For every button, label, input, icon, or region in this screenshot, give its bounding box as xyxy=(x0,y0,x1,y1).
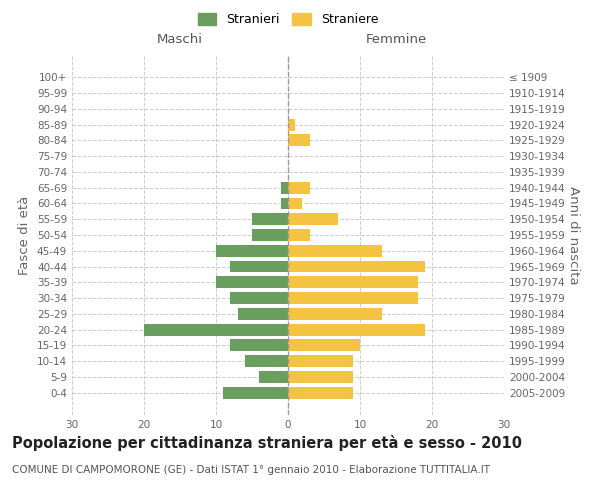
Bar xyxy=(288,214,338,225)
Bar xyxy=(230,340,288,351)
Bar xyxy=(288,245,382,256)
Bar xyxy=(230,260,288,272)
Bar xyxy=(252,214,288,225)
Bar xyxy=(288,324,425,336)
Bar xyxy=(288,198,302,209)
Bar xyxy=(288,182,310,194)
Text: COMUNE DI CAMPOMORONE (GE) - Dati ISTAT 1° gennaio 2010 - Elaborazione TUTTITALI: COMUNE DI CAMPOMORONE (GE) - Dati ISTAT … xyxy=(12,465,490,475)
Bar xyxy=(238,308,288,320)
Bar xyxy=(288,134,310,146)
Bar xyxy=(245,356,288,367)
Bar xyxy=(288,356,353,367)
Bar xyxy=(288,118,295,130)
Bar xyxy=(216,276,288,288)
Y-axis label: Anni di nascita: Anni di nascita xyxy=(566,186,580,284)
Legend: Stranieri, Straniere: Stranieri, Straniere xyxy=(193,8,383,31)
Bar xyxy=(288,292,418,304)
Text: Popolazione per cittadinanza straniera per età e sesso - 2010: Popolazione per cittadinanza straniera p… xyxy=(12,435,522,451)
Bar xyxy=(288,229,310,241)
Bar xyxy=(288,276,418,288)
Text: Femmine: Femmine xyxy=(365,34,427,46)
Bar xyxy=(216,245,288,256)
Bar xyxy=(259,371,288,383)
Bar xyxy=(281,198,288,209)
Bar xyxy=(288,387,353,398)
Bar xyxy=(288,340,360,351)
Bar xyxy=(288,260,425,272)
Bar xyxy=(288,308,382,320)
Bar xyxy=(230,292,288,304)
Y-axis label: Fasce di età: Fasce di età xyxy=(19,196,31,274)
Bar xyxy=(144,324,288,336)
Bar xyxy=(281,182,288,194)
Bar xyxy=(288,371,353,383)
Bar xyxy=(252,229,288,241)
Text: Maschi: Maschi xyxy=(157,34,203,46)
Bar xyxy=(223,387,288,398)
